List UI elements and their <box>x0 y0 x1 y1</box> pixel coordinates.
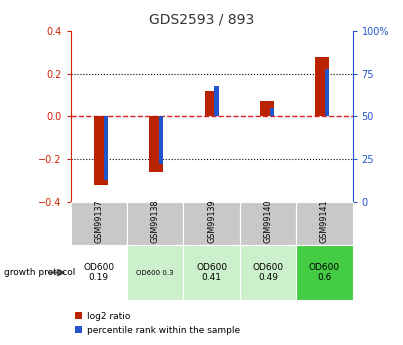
Text: OD600
0.49: OD600 0.49 <box>252 263 284 282</box>
Text: GSM99140: GSM99140 <box>264 199 272 243</box>
Text: OD600 0.3: OD600 0.3 <box>136 269 174 276</box>
Text: OD600
0.41: OD600 0.41 <box>196 263 227 282</box>
Text: log2 ratio: log2 ratio <box>87 312 130 321</box>
Text: GSM99141: GSM99141 <box>320 199 329 243</box>
Bar <box>325 69 329 117</box>
Bar <box>205 91 218 117</box>
Text: OD600
0.6: OD600 0.6 <box>309 263 340 282</box>
Bar <box>260 101 274 117</box>
Text: GSM99137: GSM99137 <box>94 199 103 243</box>
Text: percentile rank within the sample: percentile rank within the sample <box>87 326 240 335</box>
Text: GDS2593 / 893: GDS2593 / 893 <box>149 12 254 26</box>
Bar <box>94 117 108 185</box>
Bar <box>104 117 108 180</box>
Bar <box>75 326 82 333</box>
Bar <box>150 117 163 172</box>
Text: OD600
0.19: OD600 0.19 <box>83 263 114 282</box>
Bar <box>214 86 219 117</box>
Bar <box>270 108 274 117</box>
Text: GSM99139: GSM99139 <box>207 199 216 243</box>
Bar <box>159 117 164 164</box>
Bar <box>75 312 82 319</box>
Text: GSM99138: GSM99138 <box>151 199 160 243</box>
Bar <box>315 57 329 117</box>
Text: growth protocol: growth protocol <box>4 268 75 277</box>
